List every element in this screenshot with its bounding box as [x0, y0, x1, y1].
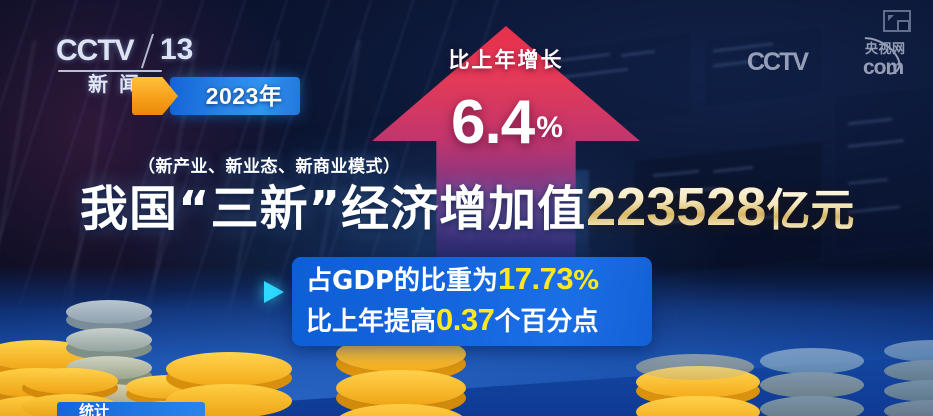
year-badge-body [170, 77, 300, 115]
growth-value-group: 6.4% [372, 92, 640, 154]
stat-line-1-text-after: 个百分点 [494, 307, 599, 337]
stat-box: 占GDP的比重为17.73% 比上年提高0.37个百分点 [292, 257, 652, 346]
cctv-slash [140, 33, 154, 69]
bottom-caption-box: 统计 [57, 402, 205, 416]
headline: 我国“三新”经济增加值223528亿元 [80, 180, 854, 238]
channel-number: 13 [160, 33, 194, 66]
cctv-underline [58, 70, 162, 72]
cctv-com-watermark: CCTV 央视网 com [747, 29, 917, 83]
headline-middle: 经济增加值 [341, 181, 587, 237]
bottom-caption-label: 统计 [79, 402, 110, 416]
stat-line-0-value: 17.73 [497, 261, 574, 296]
headline-parenthetical: （新产业、新业态、新商业模式） [138, 157, 401, 177]
year-badge-label: 2023年 [205, 83, 283, 109]
growth-value: 6.4 [451, 88, 535, 157]
watermark-cn-text: 央视网 [865, 42, 906, 57]
cctv13-channel-logo: CCTV 13 新闻 [56, 33, 216, 98]
stat-line-0-suffix: % [573, 266, 600, 296]
stat-line-0-text-before: 占GDP的比重为 [306, 266, 498, 296]
headline-quoted: “三新” [178, 181, 342, 237]
headline-number: 223528 [586, 177, 767, 237]
stat-line-1-value: 0.37 [436, 302, 495, 337]
stat-line-1-text-before: 比上年提高 [306, 307, 437, 337]
headline-number-unit: 亿元 [766, 185, 855, 236]
channel-name-label: 新闻 [88, 72, 150, 96]
watermark-com-text: com [863, 56, 904, 79]
picture-in-picture-icon[interactable] [883, 10, 911, 32]
cctv-wordmark: CCTV [56, 34, 135, 67]
growth-label: 比上年增长 [448, 48, 564, 72]
headline-prefix: 我国 [80, 181, 179, 237]
watermark-cctv-text: CCTV [747, 48, 809, 76]
play-triangle-icon [264, 281, 284, 303]
growth-unit: % [536, 111, 563, 144]
